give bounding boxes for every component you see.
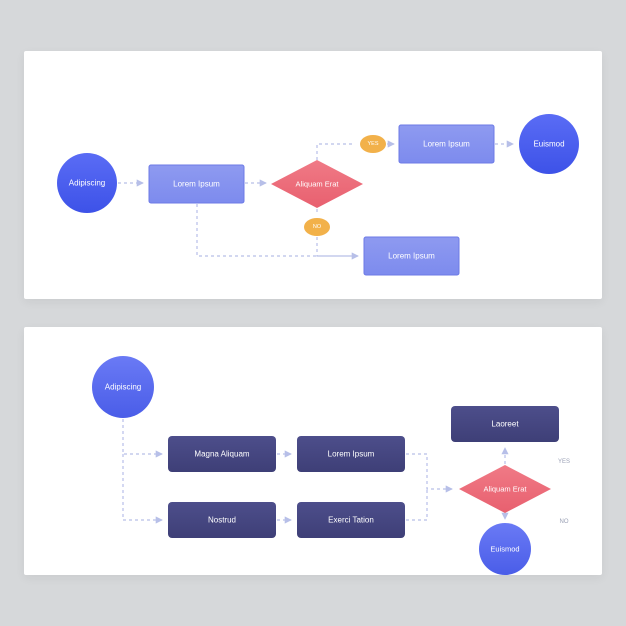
- flowchart-node-yes: YES: [360, 135, 386, 153]
- flowchart-node-f: Laoreet: [451, 406, 559, 442]
- flowchart-node-label: Lorem Ipsum: [328, 450, 375, 459]
- flowchart-edge: [406, 489, 427, 520]
- flowchart-node-label: YES: [367, 141, 378, 147]
- flowchart-node-label: Lorem Ipsum: [173, 180, 220, 189]
- flowchart-edge: [123, 419, 162, 454]
- flowchart-top-svg: Adipiscing Lorem Ipsum Aliquam Erat YES NO Lo…: [24, 51, 602, 299]
- flowchart-node-label: Nostrud: [208, 516, 236, 525]
- flowchart-edge: [317, 144, 354, 160]
- flowchart-node-label: Lorem Ipsum: [423, 140, 470, 149]
- flowchart-node-g: Aliquam Erat: [459, 465, 551, 513]
- flowchart-node-label: Adipiscing: [69, 179, 105, 188]
- flowchart-node-label: Adipiscing: [105, 383, 141, 392]
- flowchart-node-label: Aliquam Erat: [296, 180, 340, 189]
- flowchart-bottom-card: Adipiscing Magna Aliquam Lorem Ipsum Nostru…: [24, 327, 602, 575]
- flowchart-edge: [406, 454, 452, 489]
- flowchart-edge: [317, 237, 358, 256]
- flowchart-node-label: Euismod: [490, 545, 519, 554]
- flowchart-node-no: NO: [304, 218, 330, 236]
- flowchart-node-d: Nostrud: [168, 502, 276, 538]
- flowchart-node-label: NO: [560, 519, 569, 525]
- flowchart-node-f: Euismod: [519, 114, 579, 174]
- flowchart-node-c: Lorem Ipsum: [297, 436, 405, 472]
- flowchart-node-b: Magna Aliquam: [168, 436, 276, 472]
- flowchart-bottom-svg: Adipiscing Magna Aliquam Lorem Ipsum Nostru…: [24, 327, 602, 575]
- flowchart-node-yes: YES: [558, 459, 570, 465]
- flowchart-node-label: Magna Aliquam: [194, 450, 249, 459]
- flowchart-node-a: Adipiscing: [92, 356, 154, 418]
- flowchart-node-e: Lorem Ipsum: [364, 237, 459, 275]
- flowchart-node-label: Laoreet: [491, 420, 519, 429]
- flowchart-node-label: NO: [313, 224, 322, 230]
- flowchart-node-c: Aliquam Erat: [271, 160, 363, 208]
- flowchart-node-label: Aliquam Erat: [484, 485, 528, 494]
- flowchart-node-a: Adipiscing: [57, 153, 117, 213]
- flowchart-top-card: Adipiscing Lorem Ipsum Aliquam Erat YES NO Lo…: [24, 51, 602, 299]
- flowchart-node-d: Lorem Ipsum: [399, 125, 494, 163]
- flowchart-edge: [123, 454, 162, 520]
- flowchart-node-h: Euismod: [479, 523, 531, 575]
- flowchart-node-label: Euismod: [533, 140, 564, 149]
- flowchart-node-b: Lorem Ipsum: [149, 165, 244, 203]
- flowchart-node-label: Lorem Ipsum: [388, 252, 435, 261]
- flowchart-node-label: Exerci Tation: [328, 516, 374, 525]
- flowchart-node-label: YES: [558, 459, 570, 465]
- flowchart-node-no: NO: [560, 519, 569, 525]
- flowchart-edge: [197, 204, 358, 256]
- flowchart-node-e: Exerci Tation: [297, 502, 405, 538]
